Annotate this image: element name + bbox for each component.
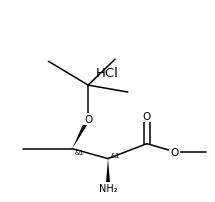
- Text: &1: &1: [110, 152, 120, 158]
- Text: &1: &1: [75, 149, 84, 155]
- Text: HCl: HCl: [95, 66, 118, 79]
- Text: O: O: [170, 147, 179, 157]
- Polygon shape: [72, 118, 90, 149]
- Polygon shape: [106, 159, 111, 188]
- Text: O: O: [84, 114, 92, 124]
- Text: O: O: [143, 111, 151, 121]
- Text: NH₂: NH₂: [99, 183, 117, 194]
